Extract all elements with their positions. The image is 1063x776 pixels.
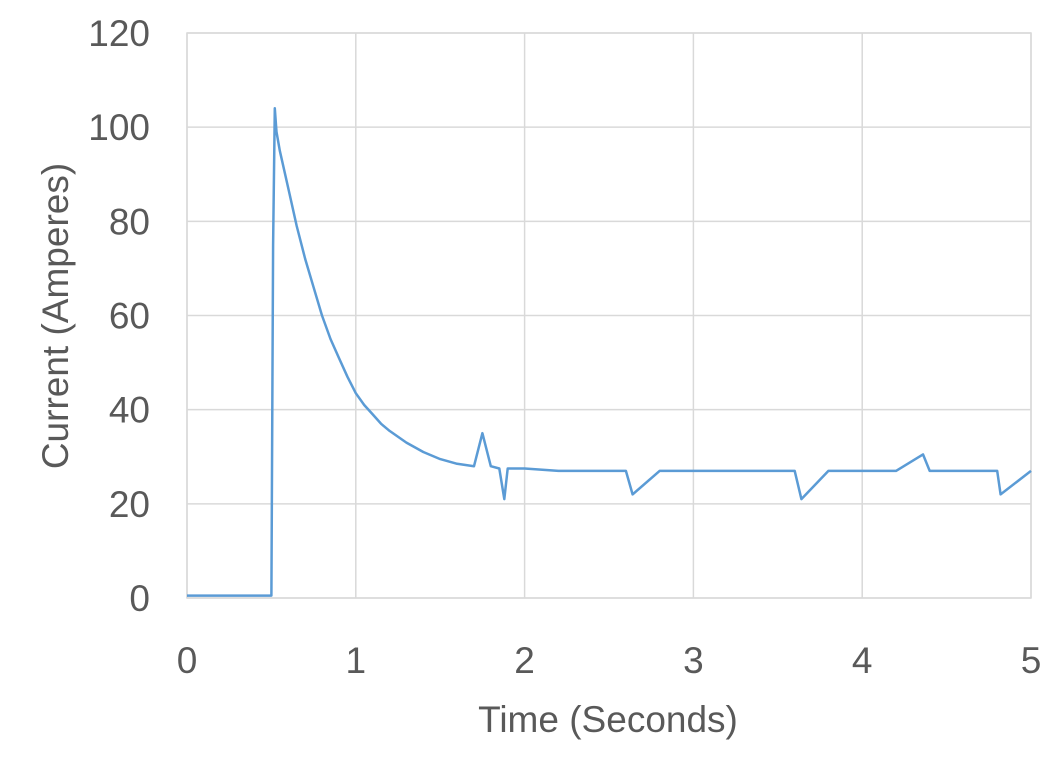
y-tick-label: 60 <box>109 296 150 337</box>
y-tick-label: 20 <box>109 484 150 525</box>
y-tick-label: 120 <box>88 13 150 54</box>
y-tick-label: 80 <box>109 201 150 242</box>
series-line <box>187 107 1032 597</box>
x-tick-label: 3 <box>683 640 704 681</box>
x-tick-label: 2 <box>514 640 535 681</box>
gridlines <box>186 32 1032 599</box>
y-tick-label: 40 <box>109 390 150 431</box>
plot-area-border <box>186 32 1032 599</box>
x-tick-label: 4 <box>852 640 873 681</box>
series-layer <box>187 107 1032 597</box>
x-tick-label: 1 <box>346 640 367 681</box>
tick-labels: 0 1 2 3 4 5 0 20 40 60 80 100 120 <box>88 13 1041 681</box>
y-tick-label: 100 <box>88 107 150 148</box>
x-tick-label: 5 <box>1021 640 1042 681</box>
y-tick-label: 0 <box>129 578 150 619</box>
x-tick-label: 0 <box>177 640 198 681</box>
y-axis-title: Current (Amperes) <box>35 163 76 469</box>
x-axis-title: Time (Seconds) <box>478 699 738 740</box>
